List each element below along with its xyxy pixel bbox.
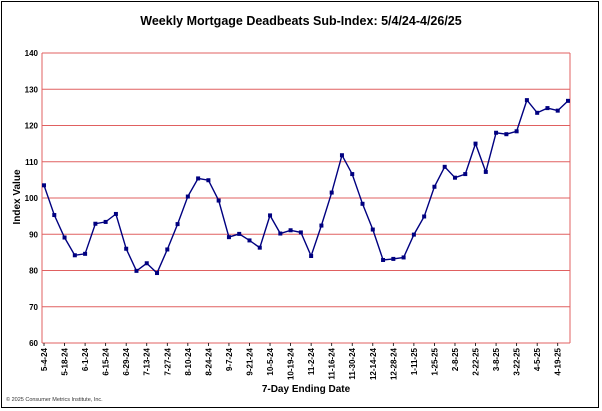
y-tick-label-70: 70 [29, 303, 38, 312]
y-tick-label-120: 120 [25, 122, 39, 131]
copyright-text: © 2025 Consumer Metrics Institute, Inc. [6, 396, 103, 403]
x-tick-label-6-1-24: 6-1-24 [81, 347, 90, 371]
data-point-6-8-24 [93, 221, 98, 226]
x-tick-label-2-8-25: 2-8-25 [451, 347, 460, 371]
data-point-5-25-24 [72, 253, 77, 258]
data-point-12-14-24 [370, 227, 375, 232]
data-point-3-15-25 [504, 132, 509, 137]
data-point-8-17-24 [196, 176, 201, 181]
x-tick-label-2-22-25: 2-22-25 [472, 347, 481, 375]
y-tick-label-110: 110 [25, 158, 38, 167]
data-point-1-18-25 [422, 214, 427, 219]
data-point-6-1-24 [83, 251, 88, 256]
data-point-9-28-24 [257, 245, 262, 250]
x-tick-label-6-29-24: 6-29-24 [122, 347, 131, 375]
data-point-2-22-25 [473, 141, 478, 146]
x-tick-label-1-25-25: 1-25-25 [430, 347, 439, 375]
data-point-11-30-24 [350, 172, 355, 177]
data-point-2-15-25 [463, 172, 468, 177]
data-point-4-19-25 [555, 108, 560, 113]
x-tick-label-5-18-24: 5-18-24 [61, 347, 70, 375]
y-tick-label-80: 80 [29, 267, 38, 276]
data-point-1-4-25 [401, 255, 406, 260]
y-tick-label-60: 60 [29, 339, 38, 348]
data-point-10-12-24 [278, 231, 283, 236]
x-tick-label-9-7-24: 9-7-24 [225, 347, 234, 371]
y-tick-labels: 60 70 80 90 100 110 120 130 140 [25, 49, 39, 348]
x-tick-label-8-10-24: 8-10-24 [184, 347, 193, 375]
data-point-4-12-25 [545, 106, 550, 111]
data-point-11-9-24 [319, 223, 324, 228]
data-point-5-18-24 [62, 235, 67, 240]
data-point-8-3-24 [175, 222, 180, 227]
data-point-6-22-24 [113, 211, 118, 216]
x-tick-label-1-11-25: 1-11-25 [410, 347, 419, 375]
x-tick-label-9-21-24: 9-21-24 [245, 347, 254, 375]
x-tick-label-8-24-24: 8-24-24 [204, 347, 213, 375]
data-point-8-10-24 [185, 194, 190, 199]
x-tick-label-10-5-24: 10-5-24 [266, 347, 275, 375]
x-tick-label-11-2-24: 11-2-24 [307, 347, 316, 375]
x-tick-label-7-13-24: 7-13-24 [143, 347, 152, 375]
data-point-7-20-24 [155, 271, 160, 276]
data-point-5-11-24 [52, 213, 57, 218]
y-axis-title: Index Value [12, 169, 23, 224]
data-point-10-5-24 [268, 213, 273, 218]
data-point-10-26-24 [298, 230, 303, 235]
data-point-2-1-25 [442, 164, 447, 169]
data-point-5-4-24 [42, 183, 46, 188]
x-tick-label-5-4-24: 5-4-24 [40, 347, 49, 371]
data-points [42, 98, 570, 276]
x-tick-labels: 5-4-24 5-18-24 6-1-24 6-15-24 6-29-24 7-13-24… [40, 343, 563, 380]
data-point-12-28-24 [391, 256, 396, 261]
data-point-9-14-24 [237, 231, 242, 236]
data-point-9-21-24 [247, 238, 252, 243]
x-axis-title: 7-Day Ending Date [262, 384, 351, 395]
data-point-11-16-24 [329, 190, 334, 195]
gridlines [41, 52, 571, 344]
data-point-6-15-24 [103, 219, 108, 224]
data-point-7-13-24 [144, 261, 149, 266]
data-point-3-1-25 [483, 169, 488, 174]
x-tick-label-3-8-25: 3-8-25 [492, 347, 501, 371]
data-point-10-19-24 [288, 228, 293, 233]
x-tick-label-10-19-24: 10-19-24 [287, 347, 296, 380]
data-point-12-7-24 [360, 201, 365, 206]
data-point-3-29-25 [524, 98, 529, 103]
series-line [43, 98, 569, 275]
data-point-12-21-24 [381, 257, 386, 262]
data-point-6-29-24 [124, 246, 129, 251]
y-tick-label-90: 90 [29, 230, 38, 239]
data-point-2-8-25 [452, 175, 457, 180]
data-point-7-6-24 [134, 268, 139, 273]
x-tick-label-4-5-25: 4-5-25 [533, 347, 542, 371]
data-point-1-25-25 [432, 184, 437, 189]
data-point-9-7-24 [226, 235, 231, 240]
data-point-7-27-24 [165, 247, 170, 252]
x-tick-label-12-14-24: 12-14-24 [369, 347, 378, 380]
x-tick-label-11-30-24: 11-30-24 [348, 347, 357, 379]
data-point-11-2-24 [309, 254, 314, 258]
y-tick-label-140: 140 [25, 49, 39, 58]
series-polyline [43, 98, 569, 275]
data-point-3-22-25 [514, 129, 519, 134]
x-tick-label-6-15-24: 6-15-24 [102, 347, 111, 375]
data-point-1-11-25 [411, 232, 416, 237]
chart-title: Weekly Mortgage Deadbeats Sub-Index: 5/4… [140, 14, 461, 28]
data-point-8-24-24 [206, 178, 211, 183]
y-tick-label-100: 100 [25, 194, 39, 203]
x-tick-label-7-27-24: 7-27-24 [163, 347, 172, 375]
x-tick-label-3-22-25: 3-22-25 [513, 347, 522, 375]
x-tick-label-4-19-25: 4-19-25 [554, 347, 563, 375]
x-tick-label-12-28-24: 12-28-24 [389, 347, 398, 380]
data-point-4-5-25 [535, 110, 540, 115]
data-point-3-8-25 [494, 130, 499, 135]
data-point-8-31-24 [216, 198, 221, 203]
data-point-4-26-25 [566, 98, 570, 103]
y-tick-label-130: 130 [25, 85, 39, 94]
x-tick-label-11-16-24: 11-16-24 [328, 347, 337, 379]
data-point-11-23-24 [339, 153, 344, 158]
